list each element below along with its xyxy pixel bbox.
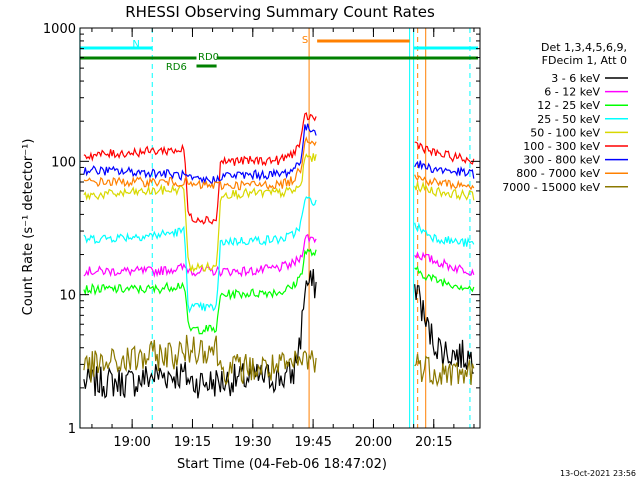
state-bar-label-RD0: RD0 bbox=[198, 52, 219, 63]
legend-label-5: 100 - 300 keV bbox=[523, 140, 600, 153]
state-bar-label-RD6: RD6 bbox=[166, 62, 187, 73]
series-line-5 bbox=[83, 112, 475, 225]
series-line-3 bbox=[83, 196, 475, 314]
x-tick-label-1: 19:15 bbox=[174, 435, 211, 450]
y-axis-label: Count Rate (s⁻¹ detector⁻¹) bbox=[21, 139, 36, 316]
y-tick-label-3: 1000 bbox=[43, 22, 76, 37]
y-tick-label-1: 10 bbox=[59, 289, 76, 304]
legend-label-1: 6 - 12 keV bbox=[544, 86, 600, 99]
x-tick-label-0: 19:00 bbox=[113, 435, 150, 450]
x-tick-label-4: 20:00 bbox=[355, 435, 392, 450]
plot-frame bbox=[79, 27, 481, 429]
legend-label-7: 800 - 7000 keV bbox=[516, 167, 600, 180]
x-tick-label-2: 19:30 bbox=[234, 435, 271, 450]
x-axis-label: Start Time (04-Feb-06 18:47:02) bbox=[177, 457, 387, 472]
series-line-2 bbox=[83, 248, 475, 335]
chart-title: RHESSI Observing Summary Count Rates bbox=[125, 3, 435, 21]
state-bar-label-S: S bbox=[302, 35, 308, 46]
legend-header-0: Det 1,3,4,5,6,9, bbox=[541, 41, 627, 54]
series-line-8 bbox=[83, 334, 475, 388]
legend-label-6: 300 - 800 keV bbox=[523, 154, 600, 167]
series-line-0 bbox=[83, 268, 474, 399]
x-tick-label-3: 19:45 bbox=[294, 435, 331, 450]
series-line-1 bbox=[83, 233, 475, 278]
legend-label-3: 25 - 50 keV bbox=[537, 113, 600, 126]
legend-label-0: 3 - 6 keV bbox=[551, 72, 600, 85]
legend-label-8: 7000 - 15000 keV bbox=[502, 181, 600, 194]
series-line-6 bbox=[83, 123, 475, 186]
legend-header-1: FDecim 1, Att 0 bbox=[542, 54, 627, 67]
y-tick-label-0: 1 bbox=[68, 422, 76, 437]
legend: Det 1,3,4,5,6,9,FDecim 1, Att 0 3 - 6 keV… bbox=[502, 41, 628, 194]
plot-layer: N S RD0 RD6 19:00 19:15 19:30 19:45 20:00 20:15 1 1… bbox=[43, 22, 481, 450]
series-line-7 bbox=[83, 136, 475, 191]
state-bar-label-N: N bbox=[132, 39, 139, 50]
x-tick-label-5: 20:15 bbox=[415, 435, 452, 450]
legend-label-4: 50 - 100 keV bbox=[530, 126, 600, 139]
footer-timestamp: 13-Oct-2021 23:56 bbox=[560, 469, 636, 478]
y-tick-label-2: 100 bbox=[51, 155, 76, 170]
legend-label-2: 12 - 25 keV bbox=[537, 99, 600, 112]
series-line-4 bbox=[83, 153, 475, 273]
